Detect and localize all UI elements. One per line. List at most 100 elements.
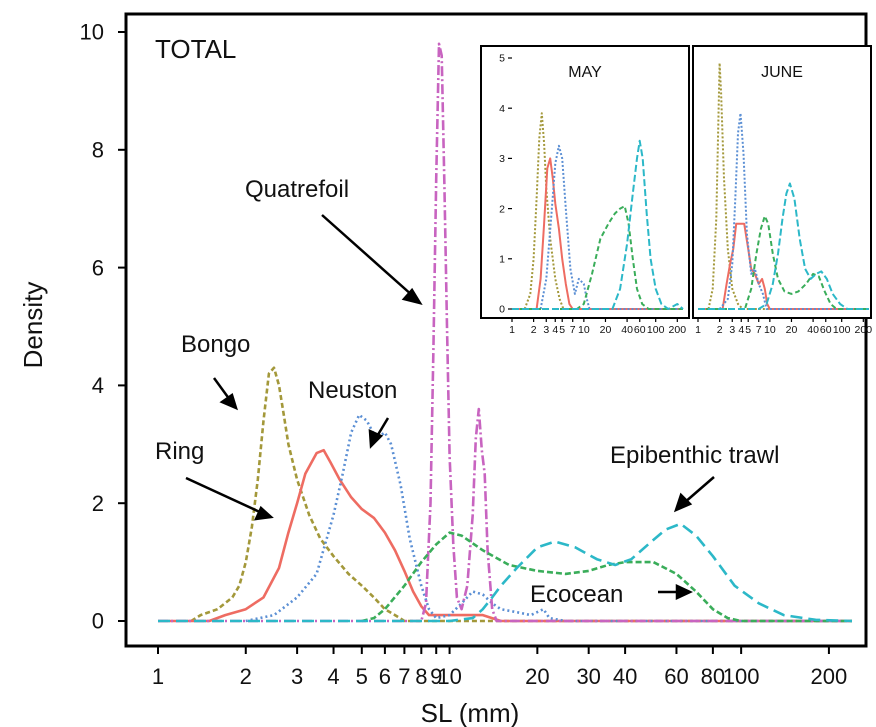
arrow-ring-head — [253, 505, 274, 521]
inset-june-series-epibenthic-trawl — [698, 182, 869, 310]
inset-may-y-tick-label: 5 — [499, 53, 505, 65]
inset-june-x-tick-label: 20 — [786, 324, 798, 336]
inset-may-x-tick-label: 5 — [559, 324, 565, 336]
inset-june-series-ecocean — [698, 215, 869, 310]
inset-may-x-tick-label: 60 — [634, 324, 646, 336]
arrow-ring — [185, 476, 263, 515]
inset-june-series — [698, 62, 869, 310]
arrow-quatrefoil-head — [401, 287, 423, 305]
inset-may-x-tick-label: 2 — [531, 324, 537, 336]
inset-june-x-tick-label: 10 — [764, 324, 776, 336]
inset-june-x-tick-label: 7 — [756, 324, 762, 336]
arrow-quatrefoil — [321, 214, 414, 297]
main-x-tick-label: 30 — [576, 664, 600, 689]
inset-may-series — [512, 112, 684, 310]
main-series-bongo — [190, 366, 852, 623]
main-x-tick-label: 1 — [152, 664, 164, 689]
inset-june-label: JUNE — [761, 64, 803, 81]
main-x-tick-label: 2 — [240, 664, 252, 689]
main-x-tick-label: 3 — [291, 664, 303, 689]
main-x-tick-label: 9 — [430, 664, 442, 689]
main-series-group — [158, 42, 853, 623]
annotation-arrows — [185, 214, 715, 600]
main-x-tick-label: 4 — [327, 664, 339, 689]
inset-may-x-tick-label: 1 — [509, 324, 515, 336]
main-x-tick-label: 8 — [415, 664, 427, 689]
arrow-neuston-head — [368, 428, 384, 449]
inset-june-x-tick-label: 3 — [729, 324, 735, 336]
inset-may-x-tick-label: 4 — [552, 324, 558, 336]
arrow-bongo — [212, 377, 232, 401]
main-x-tick-label: 10 — [437, 664, 461, 689]
inset-may-y-tick-label: 1 — [499, 253, 505, 265]
main-series-quatrefoil — [158, 42, 852, 623]
inset-june-series-ring — [698, 222, 869, 310]
main-x-tick-label: 80 — [701, 664, 725, 689]
main-series-epibenthic-trawl — [158, 522, 853, 623]
annotation-neuston: Neuston — [308, 377, 397, 404]
inset-may-x-tick-label: 7 — [570, 324, 576, 336]
inset-may-series-ecocean — [512, 205, 683, 310]
main-y-tick-label: 0 — [92, 609, 104, 634]
main-series-ecocean — [361, 531, 852, 623]
main-y-tick-label: 4 — [92, 373, 104, 398]
annotation-ring: Ring — [155, 438, 204, 465]
main-y-tick-label: 2 — [92, 491, 104, 516]
annotation-bongo: Bongo — [181, 331, 250, 358]
panel-label-total: TOTAL — [155, 34, 236, 64]
inset-june-x-tick-label: 4 — [738, 324, 744, 336]
inset-june-x-tick-label: 1 — [695, 324, 701, 336]
main-x-tick-label: 40 — [613, 664, 637, 689]
inset-may-x-tick-label: 10 — [578, 324, 590, 336]
annotation-ecocean: Ecocean — [530, 581, 623, 608]
main-x-tick-label: 200 — [811, 664, 848, 689]
inset-june-x-tick-label: 60 — [820, 324, 832, 336]
main-series-ring — [158, 448, 852, 623]
inset-june-x-tick-label: 200 — [855, 324, 873, 336]
annotation-epibenthic-trawl: Epibenthic trawl — [610, 442, 779, 469]
main-x-tick-label: 60 — [664, 664, 688, 689]
x-axis-title: SL (mm) — [421, 698, 520, 727]
inset-june-frame — [692, 45, 872, 319]
arrow-epibenthic-trawl — [683, 476, 715, 504]
arrow-epibenthic-trawl-head — [673, 492, 693, 513]
main-x-tick-label: 100 — [723, 664, 760, 689]
plot-frame — [124, 12, 868, 648]
inset-may-label: MAY — [568, 64, 602, 81]
inset-june-x-tick-label: 100 — [833, 324, 851, 336]
main-y-tick-label: 6 — [92, 255, 104, 280]
inset-june: JUNE 1 2 3 4 5 7 10 20 40 60 100 200 — [692, 45, 872, 336]
inset-may-y-tick-label: 4 — [499, 103, 505, 115]
inset-may-y-tick-label: 0 — [499, 304, 505, 316]
inset-may-frame — [480, 45, 690, 319]
inset-may-series-ring — [512, 157, 683, 310]
y-axis-title: Density — [18, 282, 48, 369]
inset-may-x-tick-label: 100 — [647, 324, 665, 336]
inset-may-y-tick-label: 3 — [499, 153, 505, 165]
main-x-tick-label: 7 — [398, 664, 410, 689]
inset-may-x-tick-label: 3 — [543, 324, 549, 336]
inset-may-x-tick-label: 40 — [621, 324, 633, 336]
inset-may-x-tick-label: 200 — [669, 324, 687, 336]
main-x-tick-label: 6 — [379, 664, 391, 689]
inset-may-x-tick-label: 20 — [600, 324, 612, 336]
inset-may-series-bongo — [523, 112, 683, 310]
inset-may-series-epibenthic-trawl — [512, 139, 684, 310]
inset-june-x-tick-label: 5 — [745, 324, 751, 336]
annotation-quatrefoil: Quatrefoil — [245, 176, 349, 203]
arrow-ecocean-head — [675, 584, 693, 600]
main-series-neuston — [245, 413, 852, 623]
main-x-tick-label: 20 — [525, 664, 549, 689]
inset-may-y-tick-label: 2 — [499, 203, 505, 215]
main-y-tick-label: 8 — [92, 138, 104, 163]
inset-june-x-tick-label: 2 — [717, 324, 723, 336]
main-x-tick-label: 5 — [356, 664, 368, 689]
main-y-tick-label: 10 — [80, 20, 104, 45]
inset-june-x-tick-label: 40 — [807, 324, 819, 336]
inset-june-ticks: 1 2 3 4 5 7 10 20 40 60 100 200 — [695, 318, 872, 336]
